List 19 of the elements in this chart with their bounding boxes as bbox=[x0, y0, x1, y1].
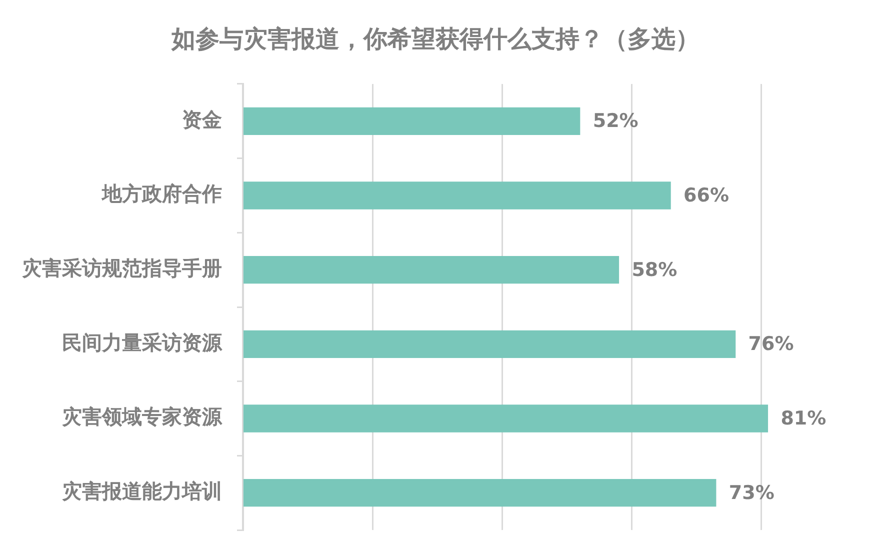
y-tick-label: 灾害报道能力培训 bbox=[62, 479, 222, 504]
data-label: 58% bbox=[632, 258, 678, 281]
data-label: 66% bbox=[684, 184, 730, 206]
y-tick-label: 灾害领域专家资源 bbox=[62, 404, 223, 429]
chart-title: 如参与灾害报道，你希望获得什么支持？（多选） bbox=[170, 25, 700, 54]
bar bbox=[243, 182, 671, 210]
y-tick-label: 民间力量采访资源 bbox=[62, 330, 223, 354]
y-tick-label: 地方政府合作 bbox=[101, 182, 222, 206]
y-tick-label: 资金 bbox=[182, 107, 222, 132]
bar bbox=[243, 404, 768, 432]
y-tick-label: 灾害采访规范指导手册 bbox=[22, 256, 222, 280]
bar bbox=[243, 107, 580, 135]
bar bbox=[243, 479, 716, 507]
bar bbox=[243, 330, 736, 358]
data-label: 52% bbox=[592, 110, 638, 132]
bar bbox=[243, 256, 620, 284]
data-label: 73% bbox=[728, 482, 774, 504]
data-label: 81% bbox=[780, 407, 826, 430]
data-label: 76% bbox=[748, 333, 794, 356]
